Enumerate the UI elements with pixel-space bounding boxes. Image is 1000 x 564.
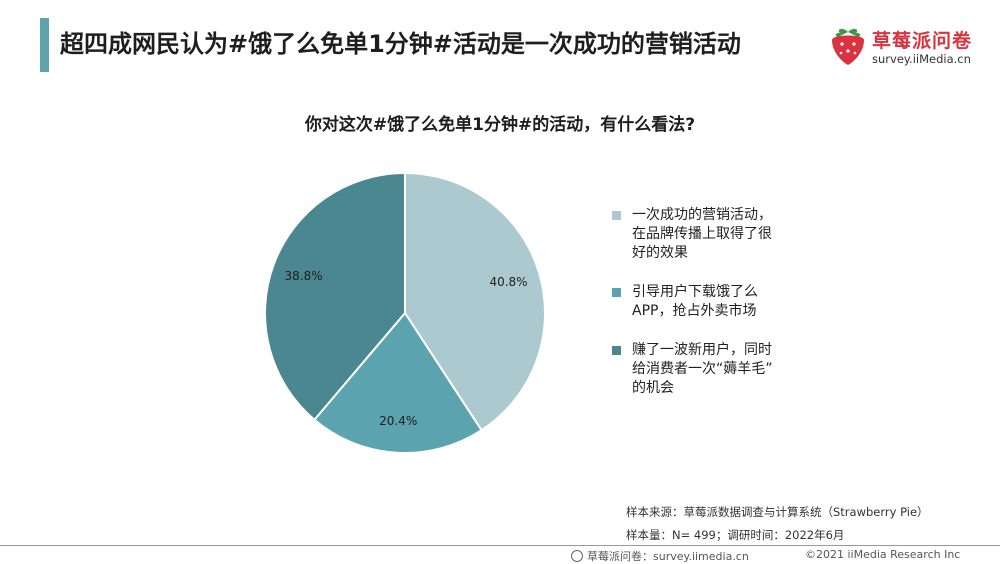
sample-source: 样本来源：草莓派数据调查与计算系统（Strawberry Pie） <box>626 505 929 519</box>
pie-slice-label-2: 20.4% <box>379 414 417 428</box>
title-accent-bar <box>40 18 49 72</box>
legend-label-3-line-3: 的机会 <box>632 380 674 396</box>
legend-swatch-2 <box>612 288 621 297</box>
pie-slice-label-3: 38.8% <box>285 269 323 283</box>
legend-label-3-line-2: 给消费者一次“薅羊毛” <box>632 361 773 377</box>
legend-label-2-line-1: 引导用户下载饿了么 <box>632 284 758 300</box>
pie-slice-2 <box>313 311 483 454</box>
page-title: 超四成网民认为#饿了么免单1分钟#活动是一次成功的营销活动 <box>60 30 741 58</box>
legend-item-1: 一次成功的营销活动， 在品牌传播上取得了很 好的效果 <box>612 206 812 263</box>
footer-site-text: 草莓派问卷：survey.iimedia.cn <box>587 550 749 563</box>
footer-copyright: ©2021 iiMedia Research Inc <box>805 548 961 561</box>
legend-label-1-line-1: 一次成功的营销活动， <box>632 207 772 223</box>
legend-label-1-line-2: 在品牌传播上取得了很 <box>632 226 772 242</box>
survey-logo-icon <box>571 550 583 562</box>
footer-divider <box>0 545 1000 546</box>
legend-item-2: 引导用户下载饿了么 APP，抢占外卖市场 <box>612 283 812 321</box>
sample-size: 样本量：N= 499；调研时间：2022年6月 <box>626 528 845 542</box>
brand-name: 草莓派问卷 <box>872 30 973 52</box>
legend-swatch-3 <box>612 346 621 355</box>
legend-label-1-line-3: 好的效果 <box>632 245 688 261</box>
pie-slice-3 <box>264 171 406 422</box>
footer-site: 草莓派问卷：survey.iimedia.cn <box>571 548 749 564</box>
pie-slice-label-1: 40.8% <box>489 275 527 289</box>
chart-title: 你对这次#饿了么免单1分钟#的活动，有什么看法? <box>304 115 696 135</box>
legend-label-2-line-2: APP，抢占外卖市场 <box>632 303 757 319</box>
chart-legend: 一次成功的营销活动， 在品牌传播上取得了很 好的效果引导用户下载饿了么 APP，抢占外… <box>612 206 812 418</box>
legend-swatch-1 <box>612 211 621 220</box>
brand-url: survey.iiMedia.cn <box>872 52 971 66</box>
legend-label-3-line-1: 赚了一波新用户，同时 <box>632 342 772 358</box>
legend-item-3: 赚了一波新用户，同时 给消费者一次“薅羊毛” 的机会 <box>612 341 812 398</box>
strawberry-logo-icon <box>832 28 864 65</box>
